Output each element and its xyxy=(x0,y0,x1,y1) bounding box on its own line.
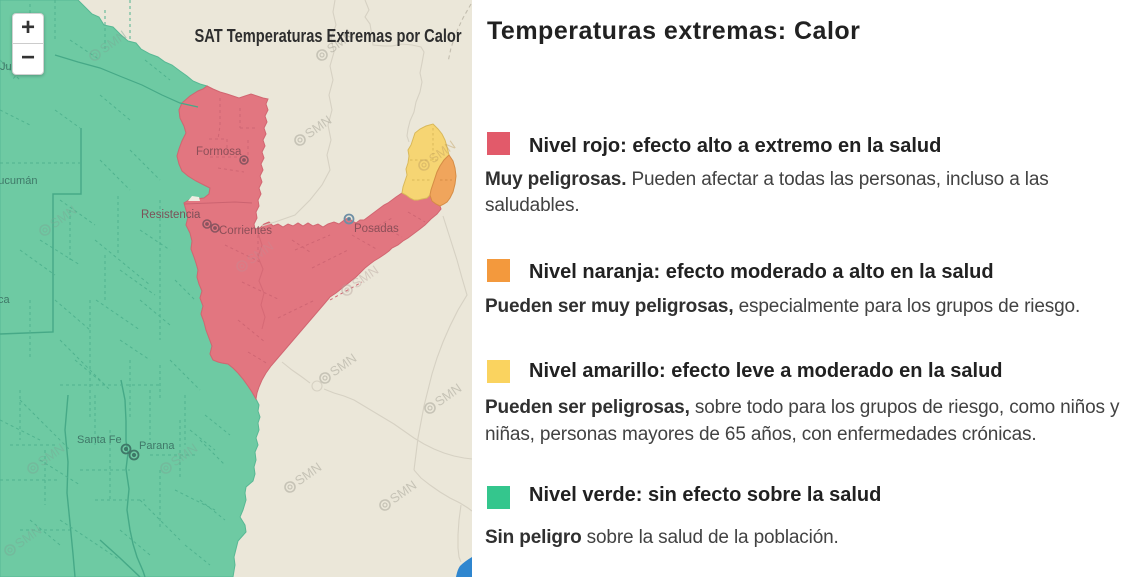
svg-text:Posadas: Posadas xyxy=(354,223,399,235)
svg-text:Santa Fe: Santa Fe xyxy=(77,434,122,446)
svg-text:Resistencia: Resistencia xyxy=(141,209,201,221)
svg-text:Tucumán: Tucumán xyxy=(0,175,37,187)
svg-text:Ju: Ju xyxy=(0,61,12,73)
svg-text:Formosa: Formosa xyxy=(196,146,242,158)
svg-text:Parana: Parana xyxy=(139,440,175,452)
svg-text:ca: ca xyxy=(0,294,11,306)
svg-text:Corrientes: Corrientes xyxy=(219,225,272,237)
